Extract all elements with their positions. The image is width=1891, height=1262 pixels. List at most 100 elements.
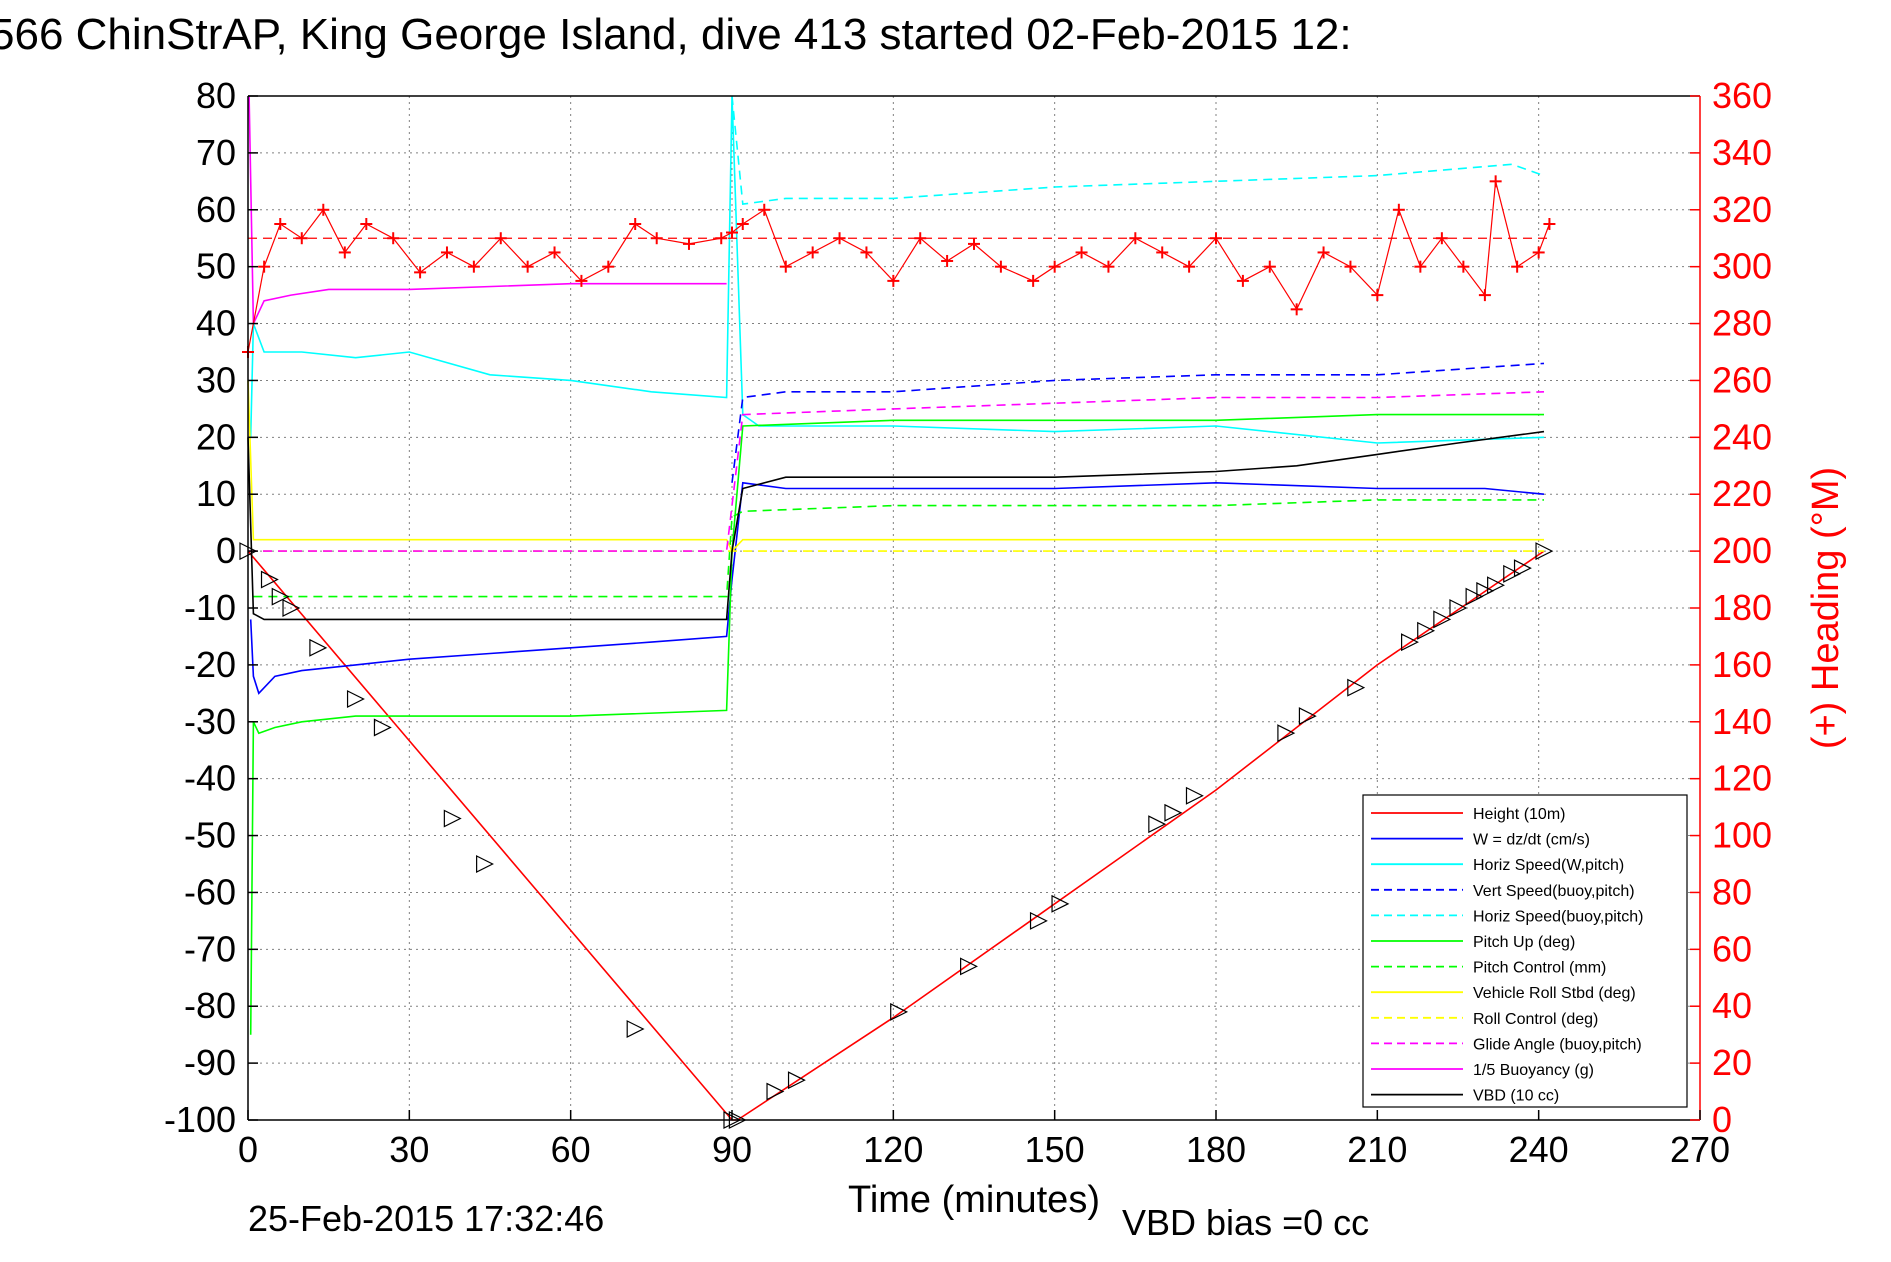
triangle-marker	[1449, 599, 1468, 617]
footer-vbd-bias: VBD bias =0 cc	[1122, 1202, 1370, 1243]
triangle-marker	[1298, 707, 1317, 726]
series-line-9	[248, 391, 1545, 552]
series-line-2	[249, 95, 1545, 444]
y-tick-label: 0	[216, 530, 236, 571]
axes: 0 30 60 90 120 150 180 210 240 270-100-90-80-70-6…	[164, 75, 1847, 1221]
y2-tick-label: 120	[1712, 758, 1772, 799]
triangle-marker	[309, 638, 328, 657]
y2-axis-label: (+) Heading (°M)	[1805, 467, 1847, 749]
x-axis-label: Time (minutes)	[848, 1179, 1100, 1221]
triangle-marker	[1476, 581, 1495, 600]
y2-tick-label: 200	[1712, 530, 1772, 571]
y2-tick-label: 320	[1712, 189, 1772, 230]
y2-tick-label: 60	[1712, 928, 1752, 969]
triangle-marker	[1417, 621, 1436, 640]
legend-label-0: Height (10m)	[1473, 806, 1565, 823]
triangle-marker	[1513, 559, 1532, 578]
triangle-marker	[1164, 803, 1183, 822]
y2-tick-label: 0	[1712, 1099, 1732, 1140]
triangle-marker	[1503, 564, 1522, 583]
legend-label-3: Vert Speed(buoy,pitch)	[1473, 883, 1635, 900]
y-tick-label: 60	[196, 189, 236, 230]
legend-label-2: Horiz Speed(W,pitch)	[1473, 857, 1624, 874]
y-tick-label: 10	[196, 473, 236, 514]
triangle-marker	[626, 1020, 645, 1038]
legend-label-7: Vehicle Roll Stbd (deg)	[1473, 985, 1636, 1002]
y-tick-label: 40	[196, 303, 236, 344]
y2-tick-label: 360	[1712, 75, 1772, 116]
y-tick-label: 30	[196, 359, 236, 400]
legend-label-11: VBD (10 cc)	[1473, 1088, 1559, 1105]
y-tick-label: -20	[184, 644, 236, 685]
legend-label-8: Roll Control (deg)	[1473, 1011, 1598, 1028]
triangle-marker	[1465, 587, 1484, 606]
y2-tick-label: 300	[1712, 246, 1772, 287]
x-tick-label: 90	[712, 1129, 752, 1170]
y-tick-label: 20	[196, 416, 236, 457]
y2-tick-label: 280	[1712, 303, 1772, 344]
y2-tick-label: 180	[1712, 587, 1772, 628]
triangle-marker	[1051, 894, 1070, 913]
triangle-marker	[1185, 786, 1204, 805]
x-tick-label: 210	[1347, 1129, 1407, 1170]
triangle-marker	[260, 570, 279, 589]
y2-tick-label: 40	[1712, 985, 1752, 1026]
y-tick-label: -40	[184, 758, 236, 799]
y-tick-label: -30	[184, 701, 236, 742]
series-line-1	[249, 481, 1545, 695]
legend: Height (10m) W = dz/dt (cm/s) Horiz Speed(…	[1362, 794, 1688, 1108]
series-line-11	[247, 430, 1545, 621]
legend-label-1: W = dz/dt (cm/s)	[1473, 832, 1590, 849]
footer-date: 25-Feb-2015 17:32:46	[248, 1198, 605, 1239]
legend-label-10: 1/5 Buoyancy (g)	[1473, 1062, 1594, 1079]
triangle-marker	[960, 957, 978, 976]
series-line-3	[731, 362, 1545, 483]
y2-tick-label: 160	[1712, 644, 1772, 685]
y2-tick-label: 340	[1712, 132, 1772, 173]
triangle-marker	[1029, 911, 1048, 930]
triangle-marker	[1535, 542, 1554, 561]
heading-point	[1543, 218, 1556, 230]
y-tick-label: -50	[184, 815, 236, 856]
triangle-marker	[1148, 815, 1167, 834]
series-line-4	[731, 95, 1545, 206]
triangle-marker	[271, 587, 290, 606]
x-tick-label: 180	[1186, 1129, 1246, 1170]
y2-tick-label: 240	[1712, 416, 1772, 457]
legend-label-5: Pitch Up (deg)	[1473, 934, 1575, 951]
legend-box	[1362, 794, 1688, 1108]
triangle-marker	[766, 1082, 785, 1101]
y-tick-label: -100	[164, 1099, 236, 1140]
triangle-marker	[476, 855, 494, 873]
x-tick-label: 0	[238, 1129, 258, 1170]
x-tick-label: 150	[1025, 1129, 1085, 1170]
y2-tick-label: 260	[1712, 359, 1772, 400]
triangle-marker	[443, 809, 462, 828]
y2-tick-label: 140	[1712, 701, 1772, 742]
y-tick-label: -10	[184, 587, 236, 628]
x-tick-label: 30	[389, 1129, 429, 1170]
chart-title: 566 ChinStrAP, King George Island, dive …	[0, 10, 1352, 59]
y-tick-label: 80	[196, 75, 236, 116]
x-tick-label: 60	[551, 1129, 591, 1170]
heading-markers	[242, 175, 1556, 358]
triangle-marker	[373, 718, 392, 737]
x-tick-label: 270	[1670, 1129, 1730, 1170]
triangle-marker	[1277, 724, 1296, 743]
y-tick-label: 50	[196, 246, 236, 287]
triangle-marker	[346, 690, 365, 708]
series-line-5	[249, 413, 1544, 1035]
y2-tick-label: 100	[1712, 815, 1772, 856]
x-tick-label: 120	[863, 1129, 923, 1170]
legend-label-6: Pitch Control (mm)	[1473, 960, 1606, 977]
legend-label-9: Glide Angle (buoy,pitch)	[1473, 1036, 1642, 1053]
triangle-marker	[282, 599, 301, 617]
y2-tick-label: 220	[1712, 473, 1772, 514]
y-tick-label: -90	[184, 1042, 236, 1083]
y-tick-label: -70	[184, 928, 236, 969]
y-tick-label: -60	[184, 871, 236, 912]
triangle-marker	[1400, 633, 1419, 652]
triangle-marker	[1487, 576, 1505, 595]
legend-label-4: Horiz Speed(buoy,pitch)	[1473, 908, 1643, 925]
